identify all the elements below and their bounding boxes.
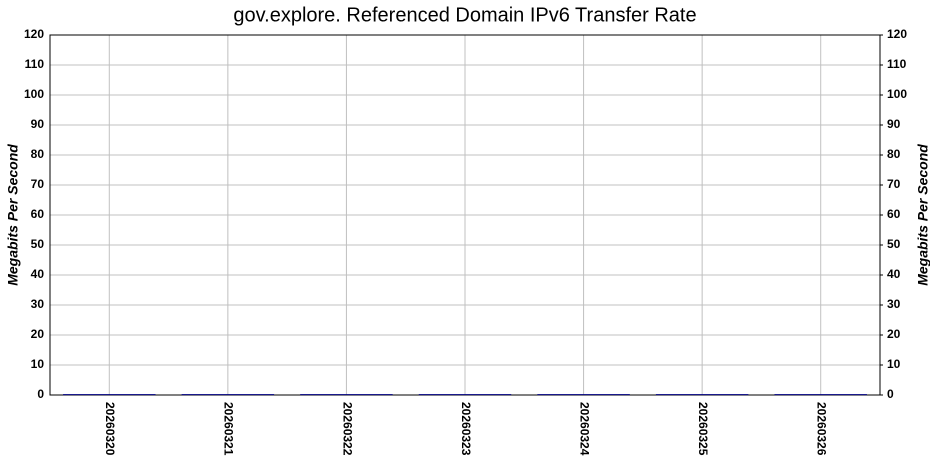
x-tick-label: 20260323 <box>459 402 473 456</box>
y2-tick-label: 40 <box>887 267 901 281</box>
y2-tick-label: 30 <box>887 297 901 311</box>
bar <box>63 394 156 396</box>
x-tick-label: 20260320 <box>103 402 117 456</box>
x-tick-label: 20260321 <box>222 402 236 456</box>
bar <box>537 394 630 396</box>
y2-tick-label: 70 <box>887 177 901 191</box>
y2-tick-label: 110 <box>887 57 907 71</box>
bar <box>774 394 867 396</box>
y2-tick-label: 20 <box>887 327 901 341</box>
bar <box>300 394 393 396</box>
y2-tick-label: 50 <box>887 237 901 251</box>
y-tick-label: 120 <box>24 27 44 41</box>
x-tick-label: 20260324 <box>577 402 591 456</box>
y-tick-label: 10 <box>31 357 45 371</box>
y-tick-label: 60 <box>31 207 45 221</box>
y-tick-label: 100 <box>24 87 44 101</box>
y-tick-label: 110 <box>25 57 45 71</box>
bar <box>181 394 275 396</box>
y2-tick-label: 120 <box>887 27 907 41</box>
y-tick-label: 80 <box>31 147 45 161</box>
y-tick-label: 50 <box>31 237 45 251</box>
x-tick-label: 20260325 <box>696 402 710 456</box>
y-tick-label: 0 <box>37 387 44 401</box>
y-tick-label: 20 <box>31 327 45 341</box>
x-tick-label: 20260322 <box>340 402 354 456</box>
y2-tick-label: 10 <box>887 357 901 371</box>
y2-axis-label: Megabits Per Second <box>915 144 930 286</box>
y2-tick-label: 60 <box>887 207 901 221</box>
y-axis-label: Megabits Per Second <box>5 144 21 286</box>
y2-tick-label: 0 <box>887 387 894 401</box>
y2-tick-label: 80 <box>887 147 901 161</box>
bar <box>418 394 512 396</box>
y2-tick-label: 100 <box>887 87 907 101</box>
y-tick-label: 70 <box>31 177 45 191</box>
bar <box>655 394 749 396</box>
y-tick-label: 30 <box>31 297 45 311</box>
chart-title: gov.explore. Referenced Domain IPv6 Tran… <box>233 4 696 26</box>
y2-tick-label: 90 <box>887 117 901 131</box>
x-tick-label: 20260326 <box>815 402 829 456</box>
y-tick-label: 40 <box>31 267 45 281</box>
y-tick-label: 90 <box>31 117 45 131</box>
